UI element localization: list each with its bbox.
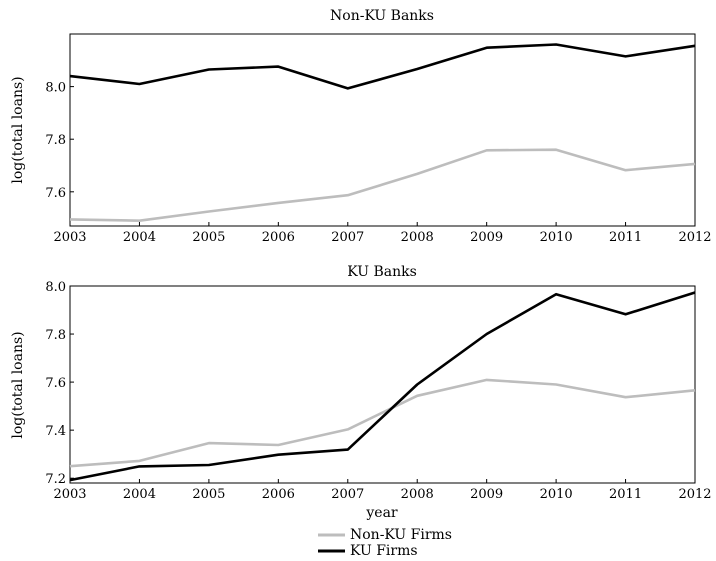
panel-title: Non-KU Banks [330, 8, 434, 24]
x-tick-label: 2006 [262, 487, 295, 502]
y-axis-label: log(total loans) [10, 331, 26, 438]
x-tick-label: 2007 [331, 230, 364, 245]
panel-non-ku-banks: Non-KU Banks log(total loans) 2003 2004 20… [10, 8, 712, 245]
x-tick-label: 2010 [540, 487, 573, 502]
x-tick-label: 2005 [192, 487, 225, 502]
x-tick-label: 2006 [262, 230, 295, 245]
x-tick-label: 2011 [609, 487, 642, 502]
panel-title: KU Banks [347, 264, 417, 280]
y-tick-label: 7.4 [45, 424, 66, 439]
panel-ku-banks: KU Banks log(total loans) 2003 2004 2005 20… [10, 264, 712, 521]
x-tick-label: 2007 [331, 487, 364, 502]
y-tick-label: 7.8 [45, 133, 66, 148]
x-tick-label: 2010 [540, 230, 573, 245]
y-tick-label: 8.0 [45, 81, 66, 96]
x-tick-label: 2012 [678, 487, 711, 502]
series-lines [69, 43, 696, 222]
legend: Non-KU Firms KU Firms [318, 527, 452, 559]
legend-label-non-ku-firms: Non-KU Firms [350, 527, 452, 543]
x-tick-label: 2004 [123, 230, 156, 245]
x-tick-label: 2003 [53, 487, 86, 502]
y-tick-label: 7.6 [45, 376, 66, 391]
plot-frame [69, 33, 696, 227]
y-tick-label: 8.0 [45, 280, 66, 295]
series-line-ku-firms [69, 43, 696, 90]
series-line-non-ku-firms [69, 378, 696, 468]
x-tick-label: 2012 [678, 230, 711, 245]
x-tick-label: 2004 [123, 487, 156, 502]
x-ticks: 2003 2004 2005 2006 2007 2008 2009 2010 2011 2012 [53, 222, 712, 245]
x-tick-label: 2008 [401, 487, 434, 502]
y-tick-label: 7.6 [45, 186, 66, 201]
x-tick-label: 2003 [53, 230, 86, 245]
y-axis-label: log(total loans) [10, 76, 26, 183]
legend-label-ku-firms: KU Firms [350, 543, 418, 559]
y-tick-label: 7.2 [45, 472, 66, 487]
y-tick-label: 7.8 [45, 328, 66, 343]
x-tick-label: 2005 [192, 230, 225, 245]
x-tick-label: 2009 [470, 487, 503, 502]
x-axis-label: year [365, 505, 398, 521]
series-lines [69, 291, 696, 482]
series-line-non-ku-firms [69, 148, 696, 222]
x-tick-label: 2008 [401, 230, 434, 245]
series-line-ku-firms [69, 291, 696, 482]
x-tick-label: 2009 [470, 230, 503, 245]
y-ticks: 7.6 7.8 8.0 [45, 81, 74, 201]
plot-frame [69, 285, 696, 484]
x-tick-label: 2011 [609, 230, 642, 245]
y-ticks: 7.2 7.4 7.6 7.8 8.0 [45, 280, 74, 487]
x-ticks: 2003 2004 2005 2006 2007 2008 2009 2010 2011 2012 [53, 479, 712, 502]
